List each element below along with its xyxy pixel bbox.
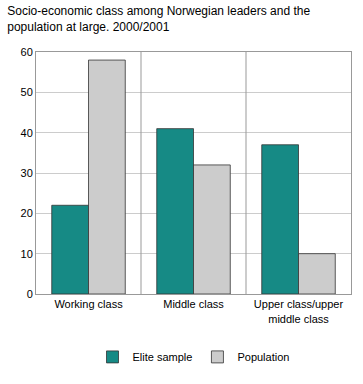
svg-text:50: 50: [21, 86, 33, 98]
svg-text:Upper class/uppermiddle class: Upper class/uppermiddle class: [254, 298, 344, 324]
svg-text:Population: Population: [237, 351, 289, 363]
svg-text:40: 40: [21, 127, 33, 139]
svg-text:10: 10: [21, 248, 33, 260]
svg-text:30: 30: [21, 167, 33, 179]
svg-text:0: 0: [27, 288, 33, 300]
svg-text:60: 60: [21, 46, 33, 58]
svg-text:Elite sample: Elite sample: [133, 351, 193, 363]
svg-text:Socio-economic class among Nor: Socio-economic class among Norwegian lea…: [7, 4, 310, 34]
svg-text:Middle class: Middle class: [163, 298, 224, 310]
svg-text:20: 20: [21, 207, 33, 219]
svg-text:Working class: Working class: [54, 298, 123, 310]
